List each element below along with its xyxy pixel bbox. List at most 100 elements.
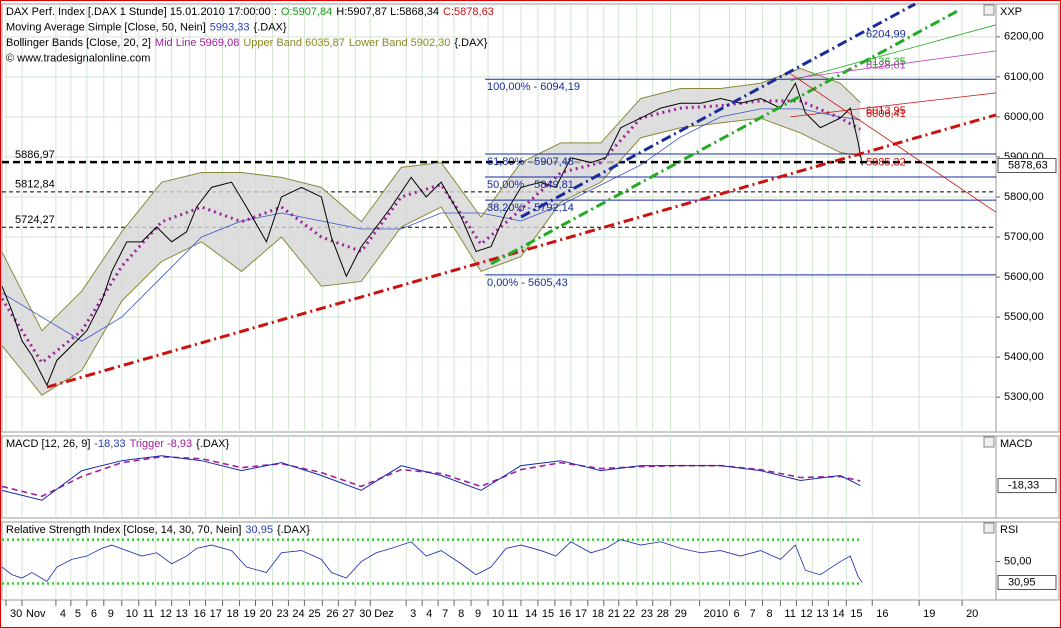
y-tick-label: 5500,00 [1004,311,1044,323]
header-text: O:5907,84 [281,6,332,18]
fib-label: 0,00% - 5605,43 [487,277,568,289]
x-tick-label: Dez [374,608,394,620]
x-tick-label: 14 [832,608,844,620]
x-tick-label: 24 [292,608,304,620]
last-value-label: 5878,63 [1008,159,1048,171]
annotation: 6136,35 [866,56,906,68]
y-tick-label: 6000,00 [1004,111,1044,123]
header-text: {.DAX} [196,438,229,450]
x-tick-label: 11 [143,608,154,620]
x-tick-label: 16 [876,608,888,620]
level-label: 5812,84 [15,179,55,191]
close-button[interactable] [983,4,995,16]
y-tick-label: 5800,00 [1004,191,1044,203]
y-tick-label: 5400,00 [1004,351,1044,363]
series-line [1,539,863,583]
trend-line [520,2,916,219]
header-line: Moving Average Simple [Close, 50, Nein] 5… [6,21,287,33]
last-value-box [997,157,1057,173]
last-value-box [997,574,1057,590]
x-tick-label: 29 [675,608,687,620]
x-tick-label: 8 [766,608,772,620]
x-tick-label: 10 [492,608,504,620]
x-tick-label: 20 [966,608,978,620]
header-text: H:5907,87 L:5868,34 [336,6,439,18]
x-tick-label: 23 [641,608,653,620]
x-tick-label: 18 [592,608,604,620]
x-tick-label: 20 [259,608,271,620]
x-tick-label: 4 [60,608,66,620]
x-tick-label: 22 [623,608,635,620]
header-text: {.DAX} [277,524,310,536]
level-label: 5886,97 [15,149,55,161]
header-text: Bollinger Bands [Close, 20, 2] [6,37,151,49]
x-tick-label: 21 [608,608,620,620]
x-tick-label: 9 [475,608,481,620]
header-text: {.DAX} [254,21,287,33]
y-tick-label: 6200,00 [1004,31,1044,43]
trend-line [790,92,997,118]
x-tick-label: 18 [227,608,239,620]
x-tick-label: 23 [276,608,288,620]
annotation: 6013,95 [866,105,906,117]
last-value-box [997,478,1057,494]
x-tick-label: 9 [108,608,114,620]
series-line [1,108,861,342]
x-tick-label: 14 [525,608,537,620]
x-tick-label: 30 [10,608,22,620]
trend-line [790,73,997,213]
x-tick-label: 10 [126,608,138,620]
y-tick-label: 5600,00 [1004,271,1044,283]
axis-title: MACD [1000,438,1032,450]
header-line: DAX Perf. Index [.DAX 1 Stunde] 15.01.20… [6,6,494,18]
header-line: Bollinger Bands [Close, 20, 2] Mid Line 5… [6,37,488,49]
x-tick-label: 27 [342,608,354,620]
header-text: DAX Perf. Index [.DAX 1 Stunde] 15.01.20… [6,6,277,18]
x-tick-label: 2010 [704,608,728,620]
x-tick-label: 6 [91,608,97,620]
series-line [1,455,861,501]
header-text: Trigger -8,93 [130,438,193,450]
close-button[interactable] [983,522,995,534]
close-button[interactable] [983,436,995,448]
annotation: 6128,01 [866,60,906,72]
y-tick-label: 50,00 [1004,555,1032,567]
header-text: Mid Line 5969,08 [155,37,239,49]
trend-line [490,8,961,266]
header-line: © www.tradesignalonline.com [6,52,150,64]
last-value-label: 30,95 [1008,576,1036,588]
x-tick-label: 28 [657,608,669,620]
x-tick-label: 19 [923,608,935,620]
axis-title: XXP [1000,6,1022,18]
annotation: 5885,32 [866,157,906,169]
x-tick-label: 26 [326,608,338,620]
x-tick-label: 13 [816,608,828,620]
level-label: 5724,27 [15,214,55,226]
axis-panel [995,435,1060,519]
header-text: Relative Strength Index [Close, 14, 30, … [6,524,241,536]
band-upper [1,67,861,332]
x-tick-label: 6 [734,608,740,620]
header-text: {.DAX} [454,37,487,49]
series-line [0,99,862,365]
x-tick-label: 15 [850,608,862,620]
trend-line [46,113,997,389]
trend-line [790,50,997,80]
fib-label: 61,80% - 5907,48 [487,156,574,168]
x-tick-label: 12 [800,608,812,620]
x-tick-label: 4 [426,608,432,620]
x-tick-label: 16 [559,608,571,620]
x-tick-label: 15 [542,608,554,620]
x-tick-label: 7 [442,608,448,620]
x-tick-label: 17 [210,608,222,620]
x-tick-label: Nov [26,608,46,620]
header-line: Relative Strength Index [Close, 14, 30, … [6,524,310,536]
header-text: 5993,33 [210,21,250,33]
y-tick-label: 5700,00 [1004,231,1044,243]
x-tick-label: 30 [359,608,371,620]
y-tick-label: 5300,00 [1004,391,1044,403]
header-text: -18,33 [94,438,125,450]
axis-title: RSI [1000,524,1018,536]
